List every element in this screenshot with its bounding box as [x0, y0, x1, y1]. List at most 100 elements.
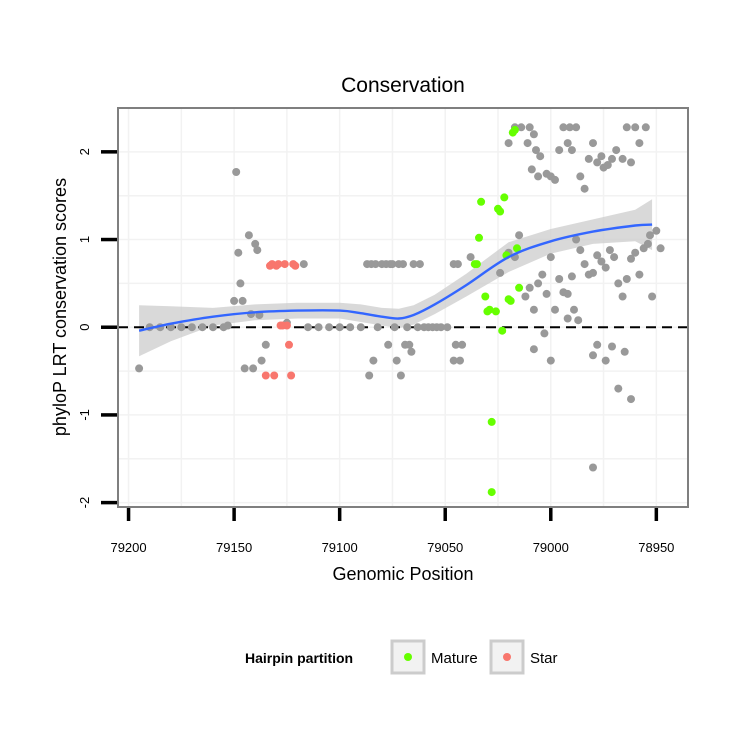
point-other: [365, 371, 374, 380]
point-other: [373, 323, 382, 332]
y-tick-label: -1: [77, 409, 92, 421]
point-other: [646, 231, 654, 240]
y-axis: -2 -1 0 1 2: [77, 148, 117, 508]
point-mature: [491, 307, 500, 316]
legend-key-mature-dot: [404, 653, 412, 661]
point-other: [567, 272, 576, 281]
point-other: [563, 139, 572, 148]
point-other: [608, 342, 616, 351]
point-other: [589, 268, 597, 277]
point-star: [282, 321, 291, 330]
point-other: [251, 239, 260, 248]
point-star: [274, 260, 283, 269]
y-tick-label: 0: [77, 324, 92, 331]
point-other: [238, 296, 247, 305]
confidence-ribbon: [139, 199, 653, 357]
point-other: [563, 314, 572, 323]
point-other: [209, 323, 217, 332]
x-tick-label: 79150: [216, 540, 252, 555]
point-other: [622, 123, 631, 132]
point-mature: [496, 207, 505, 216]
point-other: [403, 323, 412, 332]
point-other: [409, 260, 418, 269]
y-tick-label: -2: [77, 497, 92, 509]
point-other: [529, 130, 538, 139]
point-star: [261, 371, 270, 380]
point-other: [325, 323, 334, 332]
point-mature: [510, 125, 519, 134]
point-other: [453, 260, 462, 269]
point-other: [232, 168, 241, 176]
point-mature: [513, 244, 521, 253]
point-mature: [506, 296, 515, 305]
point-other: [236, 279, 245, 288]
point-other: [525, 283, 534, 292]
point-other: [257, 356, 266, 365]
point-mature: [477, 197, 486, 206]
legend: Hairpin partition Mature Star: [245, 639, 558, 675]
point-other: [580, 260, 589, 269]
point-other: [234, 248, 243, 257]
point-mature: [475, 233, 483, 242]
point-other: [576, 172, 585, 181]
point-mature: [487, 488, 496, 497]
point-other: [496, 268, 505, 277]
point-other: [527, 165, 536, 174]
point-other: [635, 139, 644, 148]
point-other: [572, 123, 581, 132]
point-other: [538, 270, 547, 279]
point-other: [641, 123, 650, 132]
point-other: [458, 340, 467, 349]
y-tick-label: 2: [77, 148, 92, 155]
point-other: [198, 323, 207, 332]
point-other: [620, 347, 629, 356]
point-other: [536, 152, 545, 161]
x-axis-label: Genomic Position: [332, 564, 473, 584]
point-other: [240, 364, 249, 373]
point-other: [576, 246, 585, 255]
point-other: [542, 289, 551, 298]
point-other: [584, 154, 593, 163]
point-other: [346, 323, 355, 332]
point-mature: [470, 260, 479, 269]
x-tick-label: 79000: [533, 540, 569, 555]
x-axis: 79200 79150 79100 79050 79000 78950: [110, 508, 674, 555]
point-other: [565, 123, 574, 132]
point-other: [631, 248, 640, 257]
point-other: [451, 340, 460, 349]
point-other: [253, 246, 262, 255]
point-other: [597, 257, 606, 266]
plot-border: [117, 107, 689, 508]
point-other: [407, 347, 416, 356]
point-other: [593, 340, 602, 349]
point-other: [605, 246, 614, 255]
point-other: [405, 340, 414, 349]
point-other: [601, 263, 610, 272]
point-other: [546, 356, 555, 365]
point-other: [396, 371, 405, 380]
point-mature: [498, 326, 507, 335]
point-other: [369, 356, 378, 365]
y-axis-label: phyloP LRT conservation scores: [50, 178, 70, 436]
point-other: [622, 275, 631, 283]
point-other: [456, 356, 464, 365]
point-other: [443, 323, 452, 332]
point-other: [523, 139, 532, 148]
point-other: [555, 146, 564, 155]
point-star: [291, 261, 300, 270]
point-other: [589, 463, 597, 472]
x-tick-label: 79100: [322, 540, 358, 555]
point-mature: [481, 292, 490, 301]
legend-title: Hairpin partition: [245, 650, 353, 666]
point-other: [371, 260, 380, 269]
point-other: [627, 395, 635, 404]
point-other: [177, 323, 186, 332]
point-other: [601, 356, 610, 365]
point-other: [521, 292, 530, 301]
point-other: [652, 226, 661, 235]
point-other: [567, 146, 576, 155]
point-other: [589, 139, 597, 148]
point-other: [614, 384, 623, 393]
point-other: [413, 323, 422, 332]
